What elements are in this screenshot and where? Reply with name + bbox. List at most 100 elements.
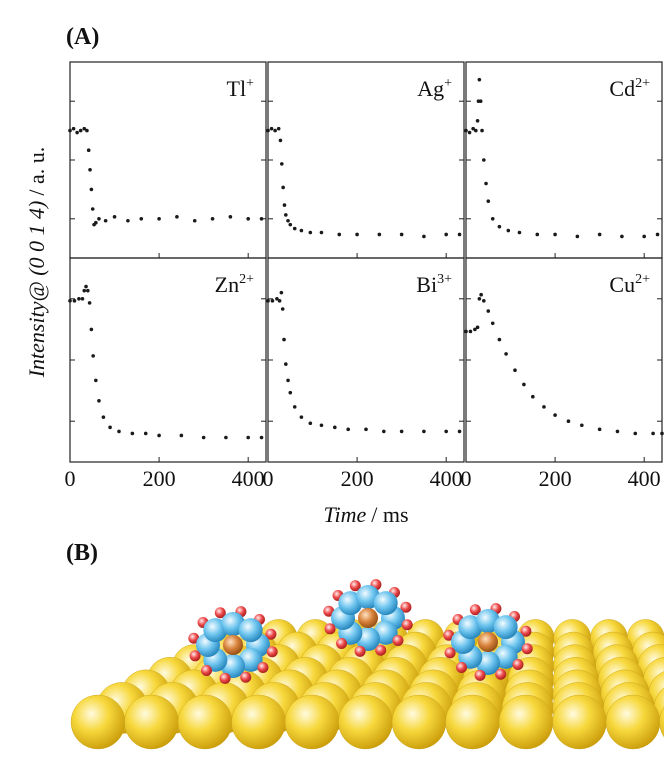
tungsten <box>374 591 398 615</box>
data-point <box>498 225 502 229</box>
data-point <box>175 215 179 219</box>
data-point <box>480 129 484 133</box>
data-point <box>378 233 382 237</box>
data-point <box>91 207 95 211</box>
data-point <box>468 131 472 135</box>
x-axis-label: Time/ ms <box>323 502 408 527</box>
oxygen <box>522 643 533 654</box>
x-tick-label: 200 <box>539 466 572 491</box>
data-point <box>284 362 288 366</box>
data-point <box>144 432 148 436</box>
data-point <box>224 436 228 440</box>
data-point <box>260 217 264 221</box>
data-point <box>73 299 77 303</box>
data-point <box>422 430 426 434</box>
tungsten <box>239 618 263 642</box>
data-point <box>102 415 106 419</box>
ion-symbol: Ag <box>417 76 444 101</box>
data-point <box>633 432 637 436</box>
oxygen <box>355 646 366 657</box>
data-point <box>88 301 92 305</box>
data-point <box>474 129 478 133</box>
tungsten <box>494 615 518 639</box>
data-point <box>278 299 282 303</box>
gold-atom <box>178 695 232 749</box>
data-point <box>576 235 580 239</box>
data-point <box>616 430 620 434</box>
ion-charge: 3+ <box>437 272 452 287</box>
data-point <box>598 428 602 432</box>
ion-charge: 2+ <box>635 76 650 91</box>
data-point <box>180 434 184 438</box>
metal-ion <box>223 635 243 655</box>
data-point <box>117 430 121 434</box>
ion-symbol: Cu <box>609 272 635 297</box>
oxygen <box>190 650 201 661</box>
x-tick-label: 0 <box>65 466 76 491</box>
oxygen <box>336 638 347 649</box>
figure: (A) (B) Intensity@ (0 0 1 4)/ a. u. Time… <box>0 0 664 758</box>
ion-label: Tl+ <box>227 76 255 101</box>
panel-label: (A) <box>66 24 99 50</box>
data-point <box>87 148 91 152</box>
oxygen <box>495 669 506 680</box>
data-point <box>279 139 283 143</box>
x-tick-label: 0 <box>263 466 274 491</box>
data-point <box>90 188 94 192</box>
x-tick-label: 200 <box>341 466 374 491</box>
data-point <box>68 299 72 303</box>
data-point <box>266 129 270 133</box>
data-point <box>478 78 482 82</box>
oxygen <box>375 645 386 656</box>
ion-label: Ag+ <box>417 76 452 101</box>
data-point <box>486 199 490 203</box>
oxygen <box>475 670 486 681</box>
data-point <box>271 299 275 303</box>
data-point <box>81 297 85 301</box>
metal-ion <box>478 632 498 652</box>
oxygen <box>445 647 456 658</box>
y-axis-label: Intensity@ (0 0 1 4)/ a. u. <box>24 147 49 379</box>
data-point <box>333 426 337 430</box>
data-point <box>400 233 404 237</box>
data-point <box>620 235 624 239</box>
data-point <box>90 328 94 332</box>
data-point <box>522 383 526 387</box>
data-point <box>444 233 448 237</box>
ion-charge: 2+ <box>635 272 650 287</box>
ion-charge: + <box>246 76 254 91</box>
data-point <box>320 231 324 235</box>
data-point <box>476 326 480 330</box>
ion-symbol: Bi <box>416 272 437 297</box>
data-point <box>346 428 350 432</box>
data-point <box>77 297 81 301</box>
data-point <box>651 432 655 436</box>
data-point <box>280 162 284 166</box>
data-point <box>337 233 341 237</box>
ion-charge: + <box>444 76 452 91</box>
data-point <box>553 233 557 237</box>
data-point <box>355 233 359 237</box>
data-point <box>246 436 250 440</box>
data-point <box>273 129 277 133</box>
data-point <box>535 233 539 237</box>
data-point <box>567 419 571 423</box>
data-point <box>126 219 130 223</box>
data-point <box>246 217 250 221</box>
data-point <box>476 119 480 123</box>
oxygen <box>392 635 403 646</box>
gold-atom <box>232 695 286 749</box>
data-point <box>288 223 292 227</box>
data-point <box>482 158 486 162</box>
data-point <box>68 129 72 133</box>
data-point <box>97 399 101 403</box>
oxygen <box>325 623 336 634</box>
data-point <box>320 423 324 427</box>
ion-charge: 2+ <box>239 272 254 287</box>
x-label-unit: / ms <box>371 502 408 527</box>
data-point <box>193 219 197 223</box>
ion-label: Zn2+ <box>215 272 254 297</box>
oxygen <box>240 672 251 683</box>
data-point <box>113 215 117 219</box>
data-point <box>94 221 98 225</box>
